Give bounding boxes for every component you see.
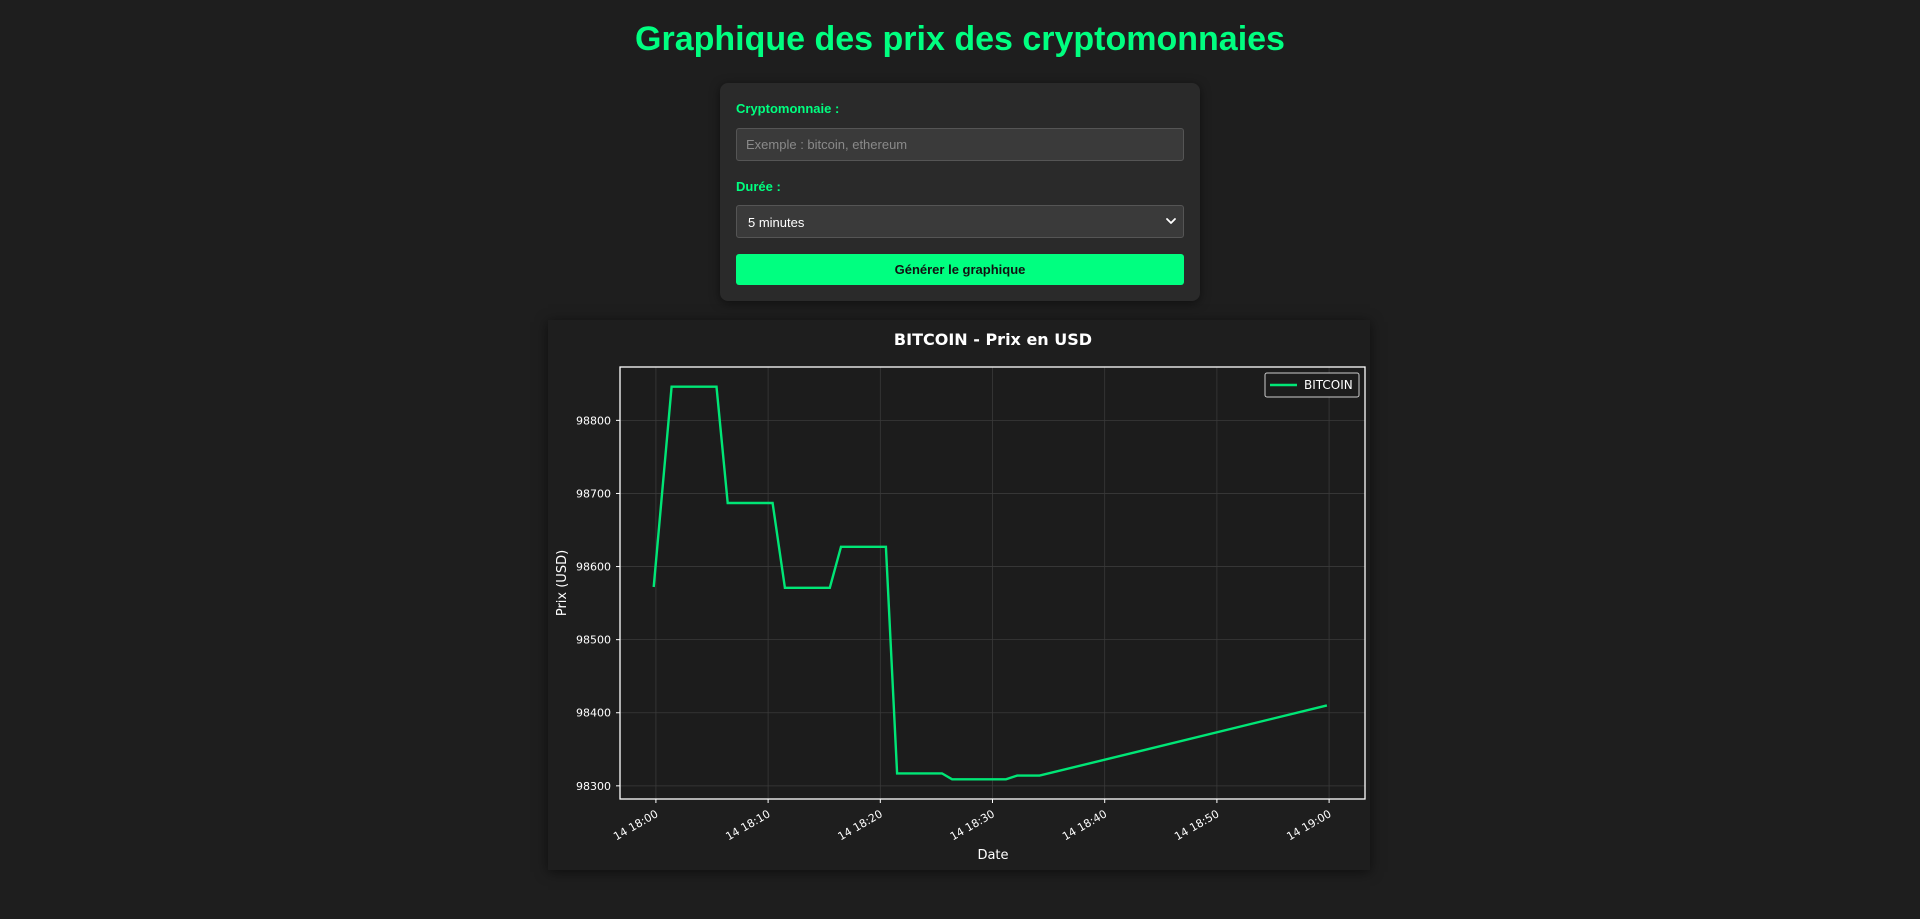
y-tick-label: 98800 [576,414,611,427]
y-axis-label: Prix (USD) [555,550,570,616]
x-tick-label: 14 18:10 [723,807,772,843]
chart-card: BITCOIN - Prix en USD 98300 98400 98500 986… [548,320,1370,870]
legend-label: BITCOIN [1304,378,1353,392]
plot-frame [619,366,1366,800]
legend-box [1264,372,1360,398]
y-axis-ticks: 98300 98400 98500 98600 98700 98800 [576,414,620,793]
x-tick-label: 14 18:30 [948,807,997,843]
chevron-down-icon [1166,218,1176,224]
x-axis-label: Date [977,848,1008,863]
x-tick-label: 14 18:20 [836,807,885,843]
page-title: Graphique des prix des cryptomonnaies [635,20,1285,58]
crypto-input[interactable] [736,128,1184,161]
x-tick-label: 14 18:00 [611,807,660,843]
x-axis-ticks: 14 18:00 14 18:10 14 18:20 14 18:30 14 18:40… [611,799,1334,843]
crypto-label: Cryptomonnaie : [736,101,840,116]
duration-label: Durée : [736,179,781,194]
y-tick-label: 98400 [576,707,611,720]
y-tick-label: 98700 [576,487,611,500]
grid-lines [620,367,1365,799]
series-line-bitcoin [652,385,1328,781]
series-lines [652,385,1328,781]
y-tick-label: 98500 [576,634,611,647]
x-tick-label: 14 18:50 [1172,807,1221,843]
x-tick-label: 14 19:00 [1284,807,1333,843]
duration-select[interactable]: 5 minutes [736,205,1184,238]
price-chart: BITCOIN - Prix en USD 98300 98400 98500 986… [555,330,1366,863]
y-tick-label: 98300 [576,780,611,793]
chart-title: BITCOIN - Prix en USD [894,330,1092,349]
duration-selected-value: 5 minutes [748,215,805,230]
legend: BITCOIN [1264,372,1360,398]
x-tick-label: 14 18:40 [1060,807,1109,843]
generate-chart-button[interactable]: Générer le graphique [736,254,1184,285]
y-tick-label: 98600 [576,561,611,574]
chart-settings-form: Cryptomonnaie : Durée : 5 minutes Génére… [720,83,1200,301]
